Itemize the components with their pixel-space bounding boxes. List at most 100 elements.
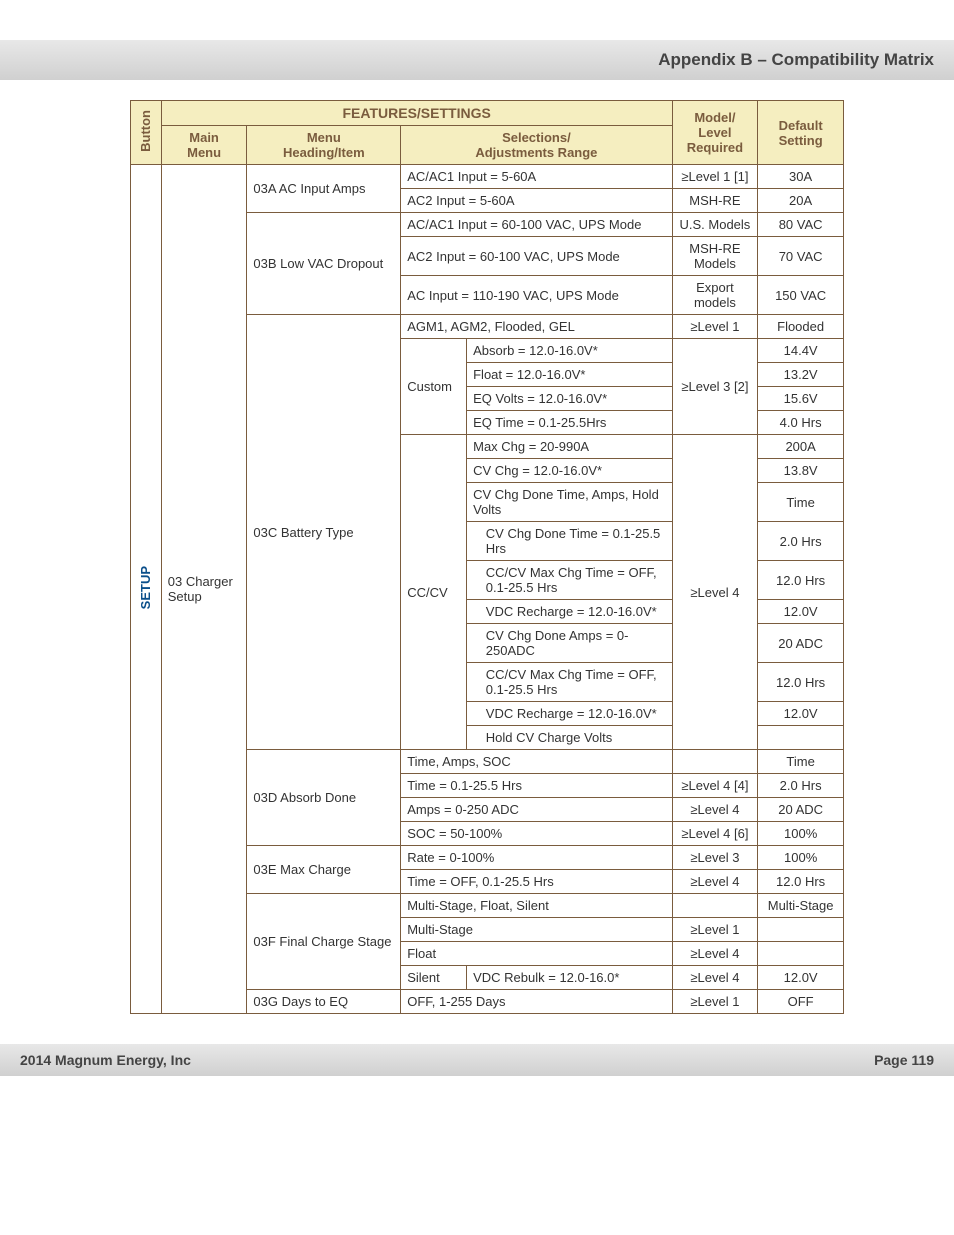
level-cell: Export models — [672, 276, 758, 315]
selection-cell: Multi-Stage, Float, Silent — [401, 894, 672, 918]
col-main-menu: MainMenu — [161, 126, 247, 165]
footer-left: 2014 Magnum Energy, Inc — [20, 1052, 191, 1068]
default-cell: 12.0V — [758, 702, 844, 726]
selection-cell: CC/CV Max Chg Time = OFF, 0.1-25.5 Hrs — [480, 663, 672, 702]
default-cell: 150 VAC — [758, 276, 844, 315]
page-header: Appendix B – Compatibility Matrix — [0, 40, 954, 80]
menu-item: 03F Final Charge Stage — [247, 894, 401, 990]
menu-item: 03G Days to EQ — [247, 990, 401, 1014]
subgroup-custom: Custom — [401, 339, 467, 435]
level-cell: U.S. Models — [672, 213, 758, 237]
selection-cell: VDC Recharge = 12.0-16.0V* — [480, 702, 672, 726]
default-cell: 12.0 Hrs — [758, 870, 844, 894]
level-cell — [672, 750, 758, 774]
table-row: SETUP 03 Charger Setup 03A AC Input Amps… — [131, 165, 844, 189]
menu-item: 03D Absorb Done — [247, 750, 401, 846]
col-features: FEATURES/SETTINGS — [161, 101, 672, 126]
level-cell: ≥Level 3 [2] — [672, 339, 758, 435]
default-cell: OFF — [758, 990, 844, 1014]
default-cell — [758, 942, 844, 966]
selection-cell: VDC Rebulk = 12.0-16.0* — [467, 966, 672, 990]
default-cell: 12.0V — [758, 600, 844, 624]
selection-cell: AC2 Input = 60-100 VAC, UPS Mode — [401, 237, 672, 276]
level-cell: ≥Level 1 — [672, 315, 758, 339]
subgroup-cccv: CC/CV — [401, 435, 467, 750]
default-cell — [758, 918, 844, 942]
selection-cell: AGM1, AGM2, Flooded, GEL — [401, 315, 672, 339]
selection-cell: AC Input = 110-190 VAC, UPS Mode — [401, 276, 672, 315]
default-cell: 13.8V — [758, 459, 844, 483]
level-cell: ≥Level 3 — [672, 846, 758, 870]
compatibility-table-wrap: Button FEATURES/SETTINGS Model/LevelRequ… — [0, 80, 954, 1034]
page-title: Appendix B – Compatibility Matrix — [658, 50, 934, 69]
subgroup-silent: Silent — [401, 966, 467, 990]
level-cell: ≥Level 4 [4] — [672, 774, 758, 798]
default-cell: 13.2V — [758, 363, 844, 387]
selection-cell: CV Chg Done Time, Amps, Hold Volts — [467, 483, 672, 522]
default-cell: 80 VAC — [758, 213, 844, 237]
col-button: Button — [138, 110, 153, 152]
selection-cell: EQ Volts = 12.0-16.0V* — [467, 387, 672, 411]
level-cell — [672, 894, 758, 918]
selection-cell: EQ Time = 0.1-25.5Hrs — [467, 411, 672, 435]
menu-item: 03E Max Charge — [247, 846, 401, 894]
selection-cell: Time = OFF, 0.1-25.5 Hrs — [401, 870, 672, 894]
menu-item: 03C Battery Type — [247, 315, 401, 750]
level-cell: ≥Level 4 [6] — [672, 822, 758, 846]
footer-right: Page 119 — [874, 1052, 934, 1068]
level-cell: ≥Level 1 — [672, 918, 758, 942]
level-cell: ≥Level 4 — [672, 798, 758, 822]
selection-cell: AC/AC1 Input = 5-60A — [401, 165, 672, 189]
default-cell: 12.0V — [758, 966, 844, 990]
menu-item: 03A AC Input Amps — [247, 165, 401, 213]
default-cell: Time — [758, 750, 844, 774]
page-footer: 2014 Magnum Energy, Inc Page 119 — [0, 1044, 954, 1076]
default-cell: Multi-Stage — [758, 894, 844, 918]
col-model-level: Model/LevelRequired — [672, 101, 758, 165]
col-menu-heading: MenuHeading/Item — [247, 126, 401, 165]
default-cell: 4.0 Hrs — [758, 411, 844, 435]
default-cell: 20A — [758, 189, 844, 213]
default-cell: 70 VAC — [758, 237, 844, 276]
level-cell: ≥Level 4 — [672, 942, 758, 966]
default-cell: 20 ADC — [758, 624, 844, 663]
menu-item: 03B Low VAC Dropout — [247, 213, 401, 315]
selection-cell: SOC = 50-100% — [401, 822, 672, 846]
default-cell: 2.0 Hrs — [758, 774, 844, 798]
col-selections: Selections/Adjustments Range — [401, 126, 672, 165]
default-cell: 200A — [758, 435, 844, 459]
selection-cell: CV Chg Done Time = 0.1-25.5 Hrs — [480, 522, 672, 561]
default-cell: Flooded — [758, 315, 844, 339]
default-cell: 12.0 Hrs — [758, 561, 844, 600]
selection-cell: Rate = 0-100% — [401, 846, 672, 870]
selection-cell: Absorb = 12.0-16.0V* — [467, 339, 672, 363]
selection-cell: CV Chg Done Amps = 0-250ADC — [480, 624, 672, 663]
selection-cell: Amps = 0-250 ADC — [401, 798, 672, 822]
default-cell: 2.0 Hrs — [758, 522, 844, 561]
selection-cell: VDC Recharge = 12.0-16.0V* — [480, 600, 672, 624]
compatibility-table: Button FEATURES/SETTINGS Model/LevelRequ… — [130, 100, 844, 1014]
default-cell: Time — [758, 483, 844, 522]
selection-cell: CV Chg = 12.0-16.0V* — [467, 459, 672, 483]
level-cell: ≥Level 4 — [672, 966, 758, 990]
level-cell: ≥Level 1 — [672, 990, 758, 1014]
col-default: Default Setting — [758, 101, 844, 165]
selection-cell: Time, Amps, SOC — [401, 750, 672, 774]
setup-label: SETUP — [138, 566, 153, 609]
subgroup-float: Float — [401, 942, 672, 966]
main-menu-cell: 03 Charger Setup — [161, 165, 247, 1014]
selection-cell: CC/CV Max Chg Time = OFF, 0.1-25.5 Hrs — [480, 561, 672, 600]
subgroup-multistage: Multi-Stage — [401, 918, 672, 942]
default-cell: 15.6V — [758, 387, 844, 411]
selection-cell: AC/AC1 Input = 60-100 VAC, UPS Mode — [401, 213, 672, 237]
level-cell: ≥Level 4 — [672, 870, 758, 894]
default-cell: 30A — [758, 165, 844, 189]
selection-cell: Time = 0.1-25.5 Hrs — [401, 774, 672, 798]
default-cell: 14.4V — [758, 339, 844, 363]
selection-cell: OFF, 1-255 Days — [401, 990, 672, 1014]
selection-cell: AC2 Input = 5-60A — [401, 189, 672, 213]
table-header-row-1: Button FEATURES/SETTINGS Model/LevelRequ… — [131, 101, 844, 126]
level-cell: ≥Level 4 — [672, 435, 758, 750]
default-cell: 20 ADC — [758, 798, 844, 822]
selection-cell: Hold CV Charge Volts — [480, 726, 672, 750]
